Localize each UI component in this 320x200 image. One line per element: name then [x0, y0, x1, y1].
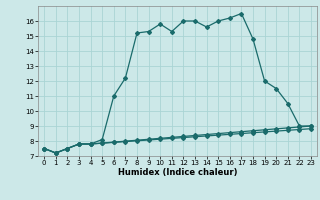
- X-axis label: Humidex (Indice chaleur): Humidex (Indice chaleur): [118, 168, 237, 177]
